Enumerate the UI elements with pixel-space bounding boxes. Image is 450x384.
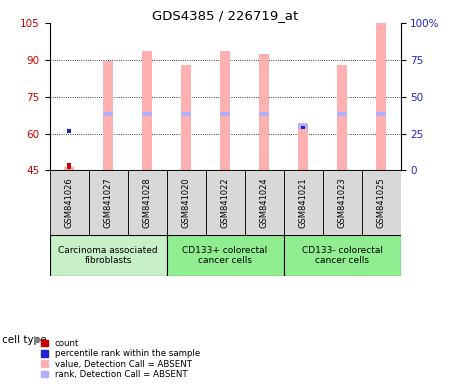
Bar [64,167,74,170]
Bar [376,111,386,116]
Bar [284,170,323,235]
Bar [142,111,152,116]
Bar [361,170,400,235]
Text: GSM841027: GSM841027 [104,177,112,228]
Bar [127,170,166,235]
Bar [103,61,113,170]
Bar [259,111,269,116]
Bar [220,51,230,170]
Bar [103,111,113,116]
Bar [284,235,400,276]
Legend: count, percentile rank within the sample, value, Detection Call = ABSENT, rank, : count, percentile rank within the sample… [40,338,201,380]
Bar [68,162,71,169]
Bar [298,122,308,170]
Text: ▶: ▶ [34,335,42,345]
Text: GSM841025: GSM841025 [377,177,386,228]
Text: GSM841023: GSM841023 [338,177,346,228]
Bar [181,65,191,170]
Bar [259,54,269,170]
Text: GSM841026: GSM841026 [64,177,73,228]
Bar [67,129,71,133]
Bar [301,126,305,129]
Text: GSM841024: GSM841024 [260,177,269,228]
Text: GSM841020: GSM841020 [181,177,190,228]
Bar [142,51,152,170]
Text: GSM841022: GSM841022 [220,177,230,228]
Bar [181,111,191,116]
Text: CD133+ colorectal
cancer cells: CD133+ colorectal cancer cells [182,246,268,265]
Text: cell type: cell type [2,335,47,345]
Text: GSM841021: GSM841021 [298,177,307,228]
Text: GSM841028: GSM841028 [143,177,152,228]
Bar [244,170,284,235]
Bar [337,111,347,116]
Bar [376,23,386,170]
Bar [89,170,127,235]
Text: Carcinoma associated
fibroblasts: Carcinoma associated fibroblasts [58,246,158,265]
Bar [166,170,206,235]
Bar [323,170,361,235]
Text: CD133- colorectal
cancer cells: CD133- colorectal cancer cells [302,246,382,265]
Bar [50,170,89,235]
Bar [50,235,166,276]
Bar [337,65,347,170]
Bar [206,170,244,235]
Bar [220,111,230,116]
Bar [298,124,308,129]
Bar [166,235,284,276]
Title: GDS4385 / 226719_at: GDS4385 / 226719_at [152,9,298,22]
